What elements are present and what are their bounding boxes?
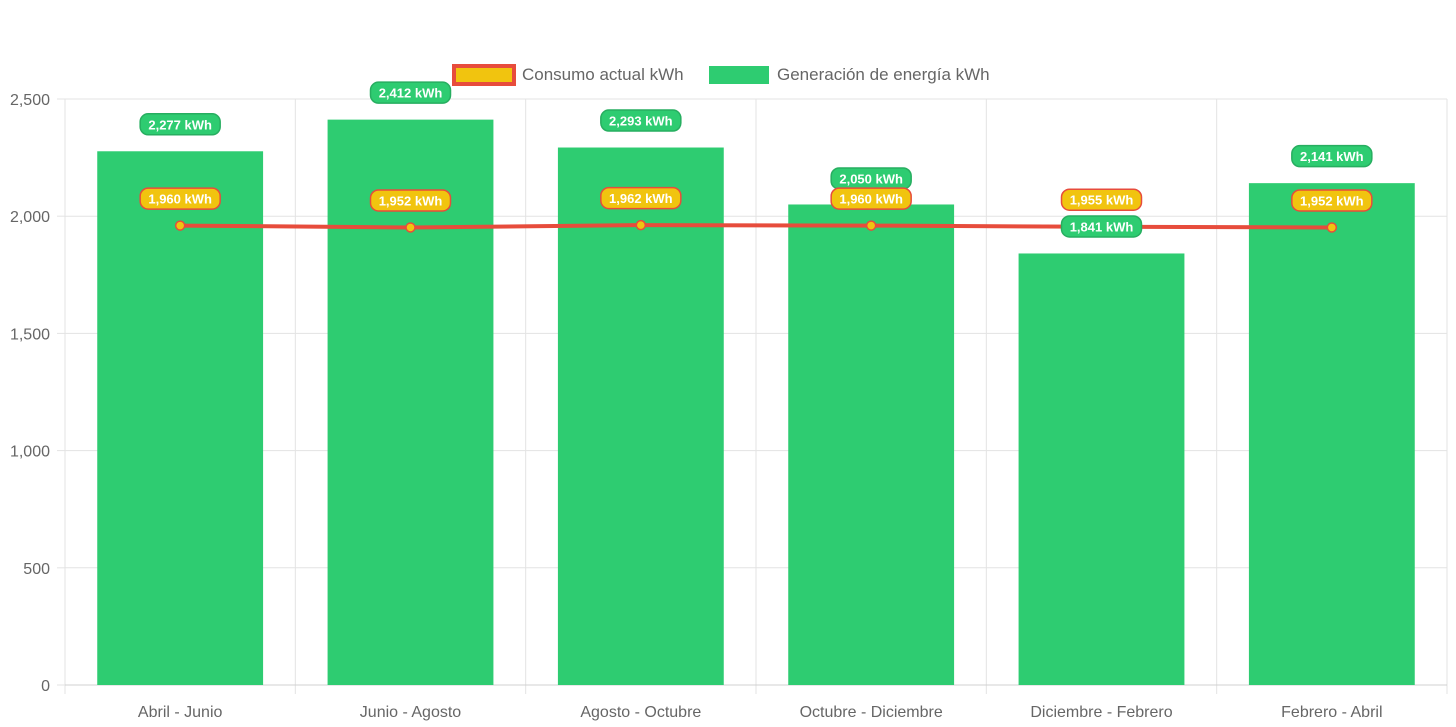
x-tick-label: Agosto - Octubre bbox=[580, 704, 701, 721]
legend-swatch-generation bbox=[709, 66, 769, 84]
data-label-consumption-text: 1,960 kWh bbox=[839, 192, 903, 207]
data-label-consumption: 1,952 kWh bbox=[1291, 189, 1373, 212]
data-label-generation-bg bbox=[1291, 144, 1373, 168]
data-label-generation: 2,050 kWh bbox=[830, 167, 912, 190]
data-label-generation-text: 2,050 kWh bbox=[839, 171, 903, 186]
data-label-generation-bg bbox=[139, 113, 221, 136]
data-label-generation-bg bbox=[1060, 215, 1143, 238]
point-consumption[interactable] bbox=[405, 222, 416, 233]
data-label-generation: 2,293 kWh bbox=[600, 109, 682, 132]
data-label-generation-text: 2,141 kWh bbox=[1300, 149, 1364, 164]
y-tick-label: 500 bbox=[23, 561, 50, 578]
point-consumption[interactable] bbox=[635, 219, 647, 231]
line-consumption bbox=[180, 223, 1332, 230]
data-labels: 2,277 kWh 2,412 kWh 2,293 kWh 2,050 kWh 1,84… bbox=[139, 81, 1373, 238]
data-label-consumption: 1,962 kWh bbox=[600, 186, 682, 210]
x-tick-label: Junio - Agosto bbox=[360, 704, 462, 721]
legend-item-generation[interactable]: Generación de energía kWh bbox=[709, 65, 990, 84]
point-consumption[interactable] bbox=[1326, 222, 1338, 233]
y-tick-label: 2,500 bbox=[10, 92, 50, 109]
bar-generation[interactable] bbox=[788, 204, 955, 686]
data-label-consumption: 1,960 kWh bbox=[139, 187, 221, 210]
data-label-generation-text: 1,841 kWh bbox=[1070, 219, 1134, 234]
axes: 0 500 1,000 1,500 2,000 2,500 Abril - Junio Jun… bbox=[10, 92, 1383, 721]
data-label-consumption-bg bbox=[600, 186, 682, 210]
data-label-consumption-bg bbox=[369, 189, 452, 212]
bars bbox=[97, 119, 1415, 686]
data-label-consumption: 1,952 kWh bbox=[369, 189, 452, 212]
data-label-consumption: 1,955 kWh bbox=[1060, 188, 1143, 211]
data-label-generation: 1,841 kWh bbox=[1060, 215, 1143, 238]
data-label-consumption-text: 1,952 kWh bbox=[1300, 193, 1364, 208]
x-tick-label: Diciembre - Febrero bbox=[1030, 704, 1172, 721]
data-label-consumption-bg bbox=[1291, 189, 1373, 212]
x-tick-label: Octubre - Diciembre bbox=[800, 704, 943, 721]
legend: Consumo actual kWh Generación de energía… bbox=[452, 64, 990, 86]
data-label-generation: 2,412 kWh bbox=[369, 81, 452, 104]
data-label-consumption-text: 1,960 kWh bbox=[148, 192, 212, 207]
grid bbox=[57, 98, 1448, 694]
data-label-generation-bg bbox=[600, 109, 682, 132]
data-label-consumption-text: 1,962 kWh bbox=[609, 191, 673, 206]
data-label-consumption-bg bbox=[1060, 188, 1143, 211]
bar-generation[interactable] bbox=[1018, 253, 1185, 685]
legend-label-generation: Generación de energía kWh bbox=[777, 65, 990, 84]
data-label-consumption: 1,960 kWh bbox=[830, 187, 912, 210]
data-label-consumption-bg bbox=[139, 187, 221, 210]
x-tick-label: Febrero - Abril bbox=[1281, 704, 1382, 721]
legend-label-consumption: Consumo actual kWh bbox=[522, 65, 684, 84]
y-tick-label: 1,500 bbox=[10, 326, 50, 343]
bar-generation[interactable] bbox=[557, 147, 724, 685]
data-label-generation: 2,277 kWh bbox=[139, 113, 221, 136]
y-tick-label: 1,000 bbox=[10, 444, 50, 461]
data-label-generation-text: 2,293 kWh bbox=[609, 114, 673, 129]
bar-generation[interactable] bbox=[327, 119, 494, 685]
data-label-consumption-bg bbox=[830, 187, 912, 210]
data-label-generation-text: 2,412 kWh bbox=[379, 86, 443, 101]
x-tick-label: Abril - Junio bbox=[138, 704, 223, 721]
legend-swatch-consumption bbox=[452, 64, 516, 86]
point-consumption[interactable] bbox=[174, 220, 186, 231]
data-label-generation-text: 2,277 kWh bbox=[148, 117, 212, 132]
bar-generation[interactable] bbox=[97, 151, 264, 686]
point-consumption[interactable] bbox=[865, 220, 877, 231]
data-label-generation: 2,141 kWh bbox=[1291, 144, 1373, 168]
y-tick-label: 0 bbox=[41, 678, 50, 695]
data-label-generation-bg bbox=[369, 81, 452, 104]
data-label-consumption-text: 1,955 kWh bbox=[1070, 193, 1134, 208]
legend-item-consumption[interactable]: Consumo actual kWh bbox=[452, 64, 684, 86]
data-label-consumption-text: 1,952 kWh bbox=[379, 193, 443, 208]
y-tick-label: 2,000 bbox=[10, 209, 50, 226]
bar-generation[interactable] bbox=[1248, 183, 1415, 685]
